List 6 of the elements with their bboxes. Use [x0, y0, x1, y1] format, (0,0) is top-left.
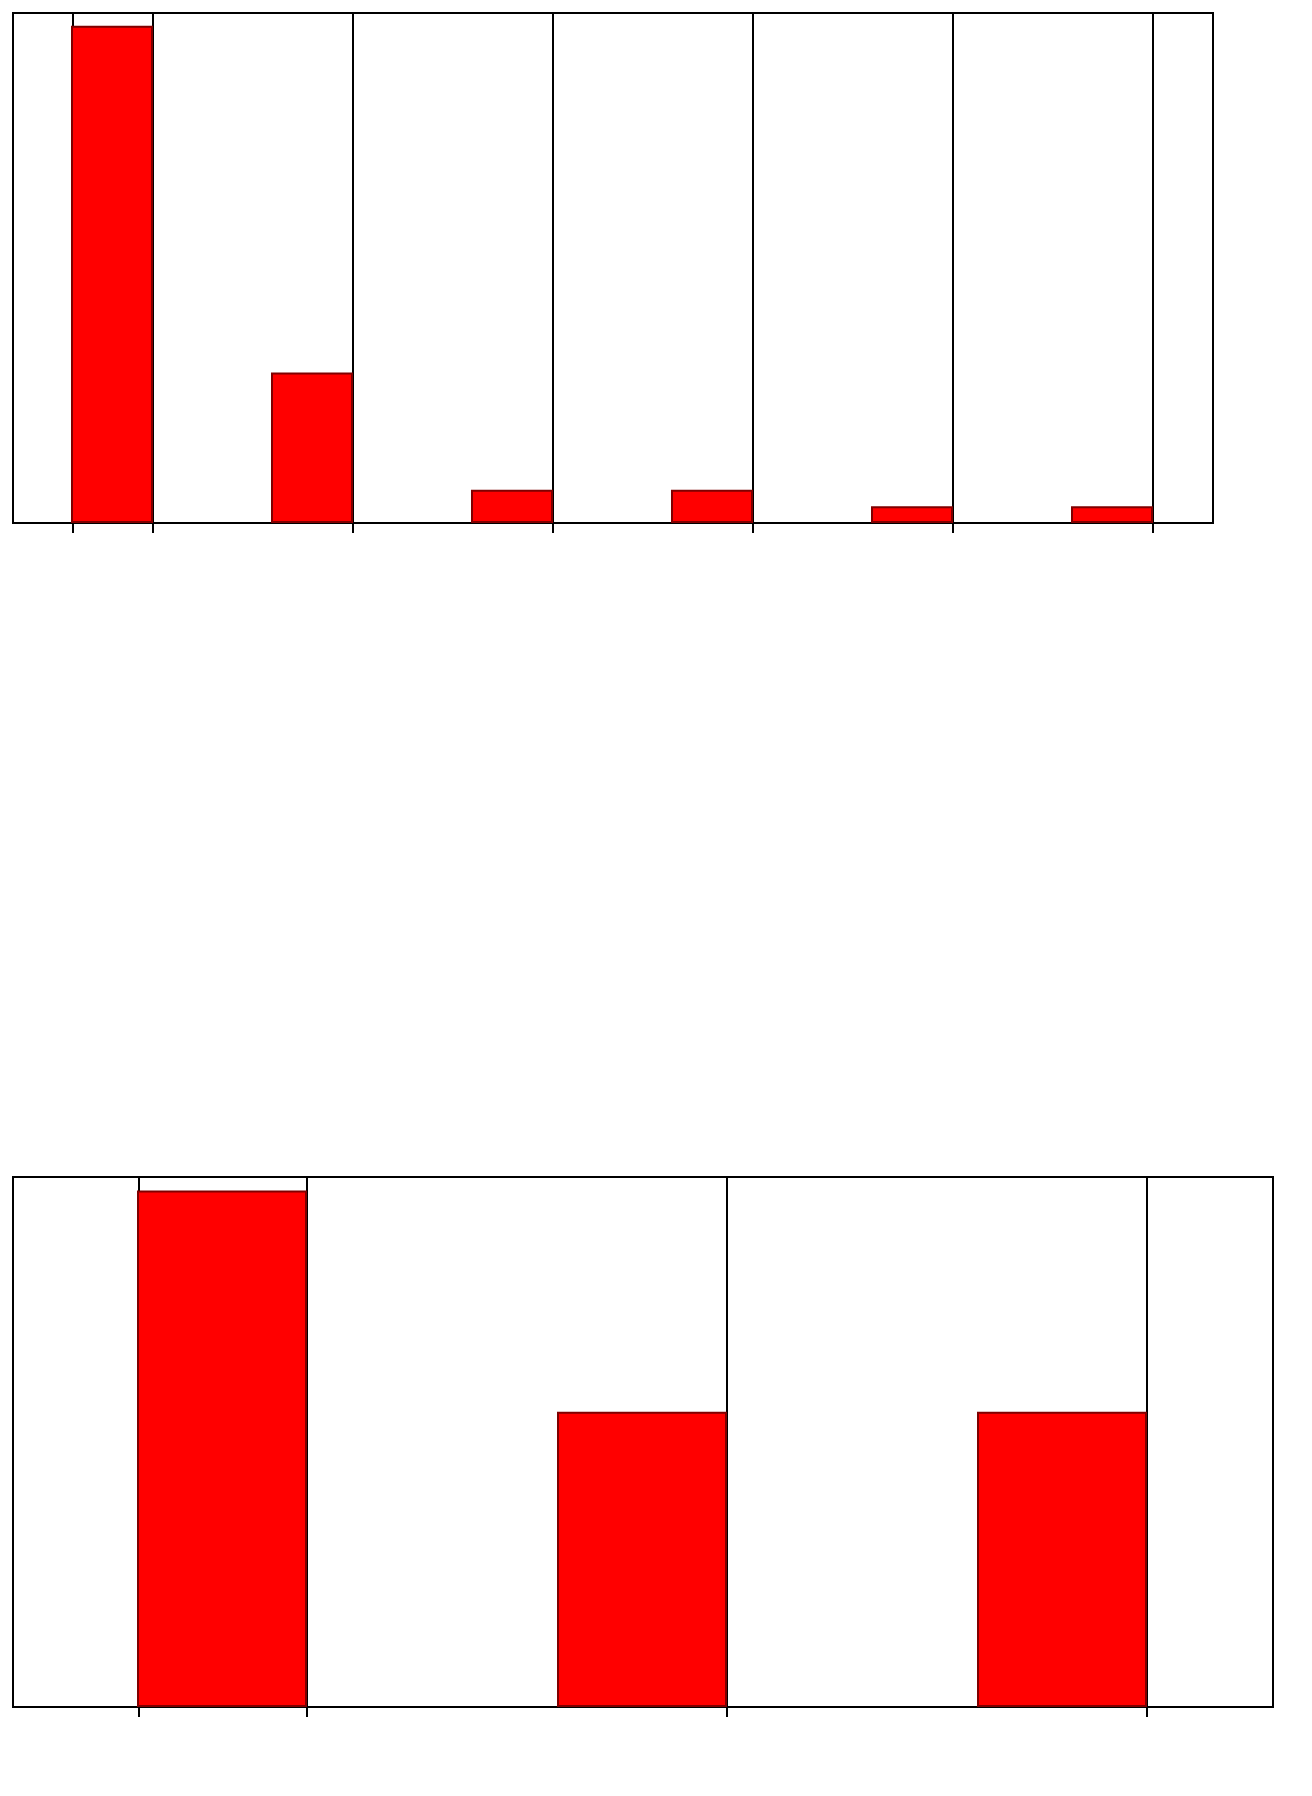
bar [271, 372, 353, 523]
bar [671, 489, 753, 523]
bar [71, 25, 153, 523]
bar [1071, 506, 1153, 523]
bar [871, 506, 953, 523]
bar [471, 489, 553, 523]
